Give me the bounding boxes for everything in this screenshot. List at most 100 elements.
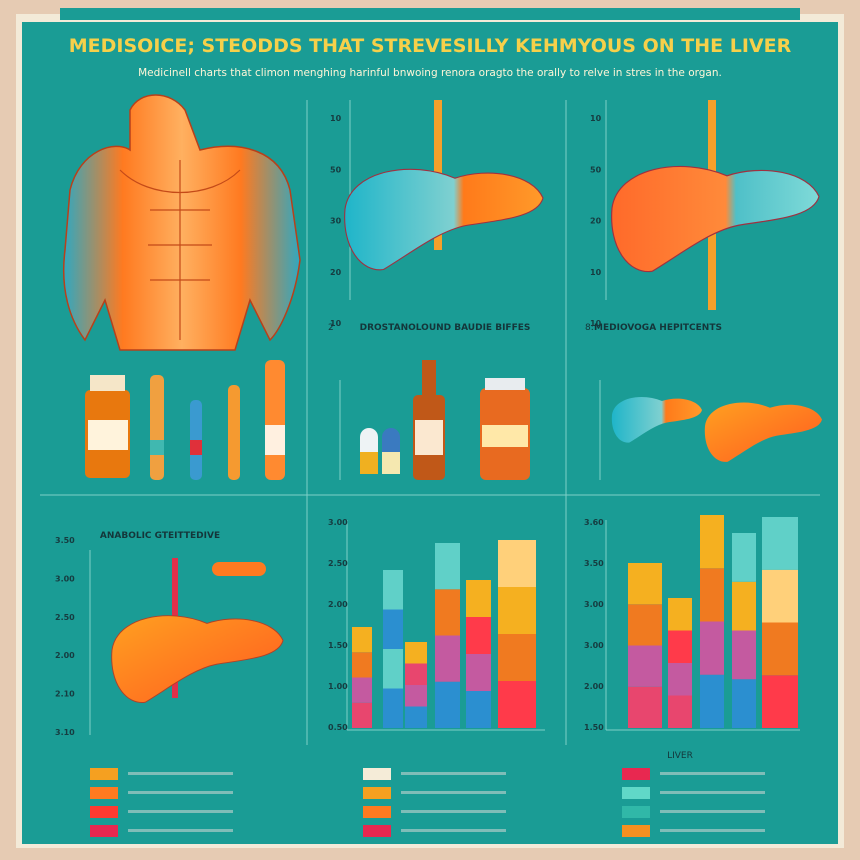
legend-scribble — [660, 772, 765, 775]
bar-segment — [435, 635, 460, 682]
bar-segment — [352, 627, 372, 653]
bar-segment — [668, 630, 692, 663]
legend-swatch — [622, 768, 650, 780]
tick-label: 2.00 — [55, 651, 75, 660]
bar-segment — [498, 540, 536, 587]
bar-segment — [498, 587, 536, 634]
bar-segment — [762, 569, 798, 623]
bar-segment — [732, 630, 756, 680]
bar-segment — [435, 681, 460, 728]
bar-illustration — [352, 515, 798, 728]
legend-scribble — [401, 829, 506, 832]
bar-segment — [762, 622, 798, 676]
subtitle: Medicinell charts that climon menghing h… — [138, 67, 722, 79]
tick-label: 50 — [330, 165, 342, 174]
legend-swatch — [363, 787, 391, 799]
legend-swatch — [363, 768, 391, 780]
bar-segment — [352, 652, 372, 678]
tick-label: 10 — [590, 268, 602, 277]
legend-swatch — [363, 825, 391, 837]
bar-segment — [498, 681, 536, 728]
title: MEDISOICE; STEODDS THAT STREVESILLY KEHM… — [69, 35, 792, 57]
tick-label: 20 — [330, 268, 342, 277]
bar-segment — [466, 691, 491, 728]
panel-label: MEDIOVOGA HEPITCENTS — [594, 323, 722, 333]
tick-label: 3.10 — [55, 728, 75, 737]
tick-label: 2.00 — [584, 682, 604, 691]
bar-segment — [732, 581, 756, 631]
legend-scribble — [401, 791, 506, 794]
bar-segment — [352, 702, 372, 728]
bar-segment — [383, 688, 403, 728]
bar-segment — [466, 617, 491, 654]
panel-number: 8: — [585, 323, 594, 333]
legend-scribble — [401, 810, 506, 813]
tick-labels: 10 50 30 20 10 10 50 20 10 10 3.50 3.00 2.50 2.00 2.10… — [55, 114, 604, 737]
bar-segment — [668, 663, 692, 696]
top-band — [60, 8, 800, 20]
bar-segment — [405, 685, 427, 707]
legend-swatch — [622, 806, 650, 818]
bar-segment — [435, 543, 460, 590]
legends — [90, 768, 765, 837]
tick-label: 20 — [590, 217, 602, 226]
legend-swatch — [90, 787, 118, 799]
bar-segment — [405, 706, 427, 728]
bar-segment — [668, 695, 692, 728]
tick-label: 3.00 — [55, 574, 75, 583]
legend-swatch — [622, 787, 650, 799]
bar-segment — [762, 675, 798, 728]
torso — [62, 94, 301, 351]
legend-scribble — [128, 810, 233, 813]
tick-label: 2.50 — [328, 559, 348, 568]
tick-label: 10 — [590, 114, 602, 123]
bar-segment — [628, 645, 662, 687]
tick-label: 2.10 — [55, 690, 75, 699]
bar-segment — [732, 533, 756, 582]
tick-label: 30 — [330, 217, 342, 226]
tick-label: 10 — [330, 114, 342, 123]
legend-scribble — [660, 791, 765, 794]
bar-segment — [383, 570, 403, 610]
bar-segment — [700, 568, 724, 622]
tick-label: 3.00 — [584, 641, 604, 650]
legend-swatch — [622, 825, 650, 837]
bar-segment — [405, 663, 427, 685]
legend-scribble — [128, 791, 233, 794]
bar-segment — [700, 515, 724, 569]
bar-segment — [383, 609, 403, 649]
legend-swatch — [363, 806, 391, 818]
legend-swatch — [90, 806, 118, 818]
bar-segment — [405, 642, 427, 664]
legend-scribble — [128, 772, 233, 775]
panel-label: LIVER — [667, 751, 693, 761]
bar-segment — [668, 598, 692, 631]
legend-scribble — [660, 829, 765, 832]
tick-label: 3.50 — [584, 559, 604, 568]
legend-scribble — [660, 810, 765, 813]
tick-label: 3.00 — [328, 518, 348, 527]
tick-label: 3.50 — [55, 536, 75, 545]
tick-label: 50 — [590, 165, 602, 174]
tick-label: 1.50 — [328, 641, 348, 650]
bar-segment — [383, 649, 403, 689]
tick-label: 10 — [330, 319, 342, 328]
bar-segment — [628, 563, 662, 605]
tick-label: 1.00 — [328, 682, 348, 691]
panel-number: 2 — [328, 323, 334, 333]
legend-scribble — [128, 829, 233, 832]
tick-label: 10 — [590, 319, 602, 328]
bar-segment — [466, 654, 491, 691]
tick-label: 3.00 — [584, 600, 604, 609]
bar-segment — [498, 634, 536, 681]
tick-label: 3.60 — [584, 518, 604, 527]
bar-segment — [732, 679, 756, 728]
bar-segment — [352, 677, 372, 703]
legend-swatch — [90, 768, 118, 780]
dividers — [40, 100, 820, 745]
tick-label: 0.50 — [328, 723, 348, 732]
bar-segment — [762, 517, 798, 570]
panel-label: ANABOLIC GTEITTEDIVE — [100, 531, 220, 541]
